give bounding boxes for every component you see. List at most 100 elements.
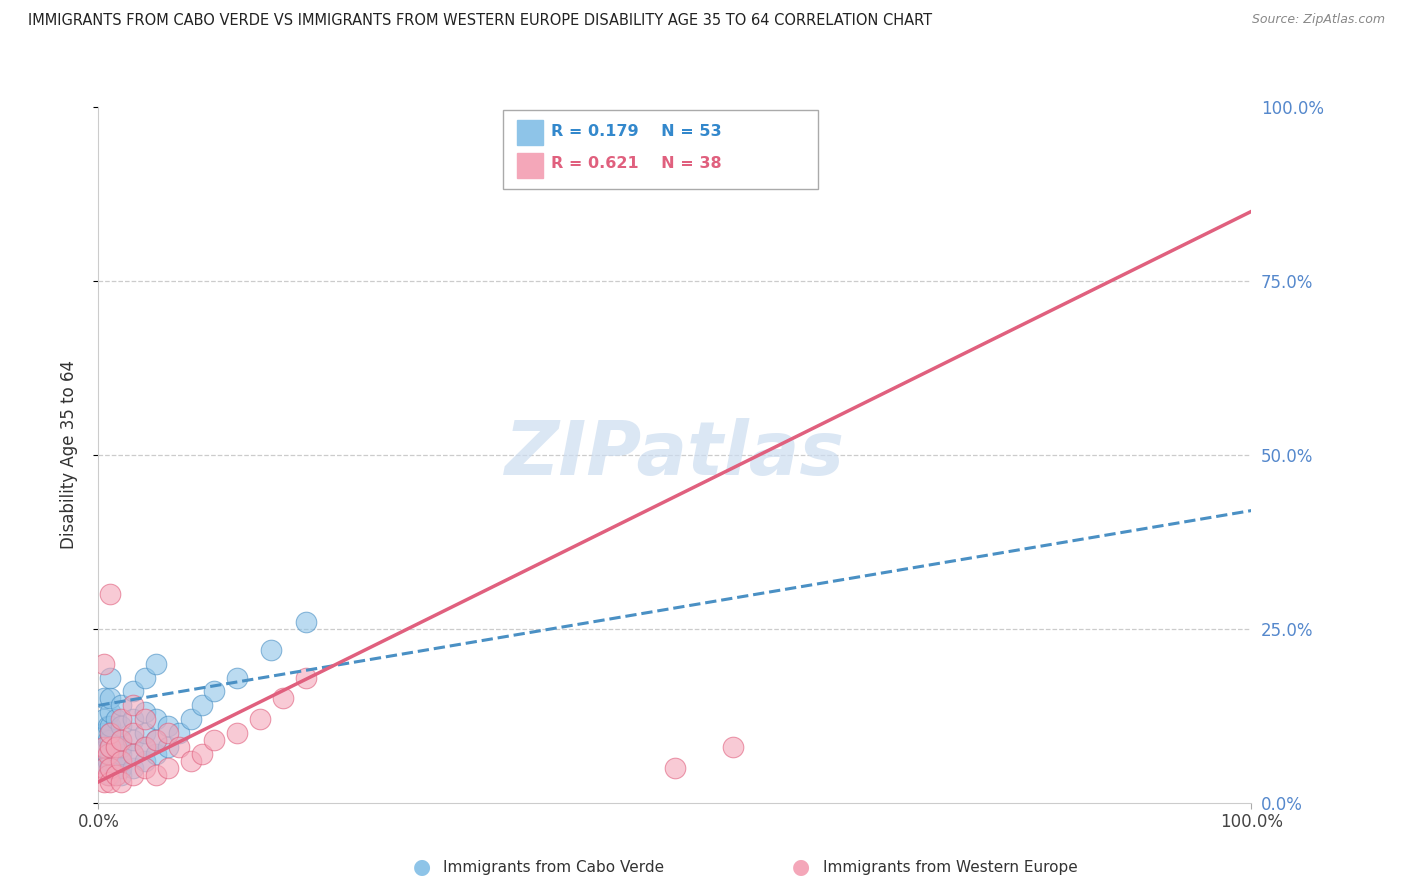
Point	[202, 684, 225, 698]
Point	[93, 726, 115, 740]
Point	[122, 761, 145, 775]
Point	[271, 691, 294, 706]
Point	[122, 747, 145, 761]
Point	[145, 768, 167, 782]
Point	[98, 747, 121, 761]
Point	[167, 726, 190, 740]
Point	[122, 712, 145, 726]
Point	[202, 733, 225, 747]
Point	[104, 761, 127, 775]
Point	[134, 706, 156, 720]
Point	[134, 761, 156, 775]
Point	[180, 754, 202, 768]
Point	[134, 671, 156, 685]
Text: ZIPatlas: ZIPatlas	[505, 418, 845, 491]
Y-axis label: Disability Age 35 to 64: Disability Age 35 to 64	[59, 360, 77, 549]
Point	[122, 747, 145, 761]
Point	[98, 587, 121, 601]
Point	[98, 726, 121, 740]
Point	[98, 761, 121, 775]
Point	[110, 775, 132, 789]
Point	[97, 747, 120, 761]
Point	[93, 761, 115, 775]
Text: Source: ZipAtlas.com: Source: ZipAtlas.com	[1251, 13, 1385, 27]
Point	[104, 740, 127, 755]
Point	[93, 740, 115, 755]
Point	[110, 698, 132, 713]
Text: R = 0.621    N = 38: R = 0.621 N = 38	[551, 156, 721, 170]
Point	[156, 726, 179, 740]
Point	[93, 775, 115, 789]
Point	[97, 768, 120, 782]
Point	[134, 712, 156, 726]
Point	[122, 726, 145, 740]
Point	[134, 726, 156, 740]
Text: Immigrants from Cabo Verde: Immigrants from Cabo Verde	[443, 860, 664, 874]
Point	[134, 754, 156, 768]
Point	[145, 712, 167, 726]
Point	[98, 733, 121, 747]
Point	[145, 747, 167, 761]
Point	[104, 740, 127, 755]
Text: ●: ●	[793, 857, 810, 877]
Point	[110, 719, 132, 733]
Point	[98, 691, 121, 706]
Point	[191, 698, 214, 713]
Point	[110, 768, 132, 782]
Point	[98, 740, 121, 755]
Point	[93, 712, 115, 726]
Point	[110, 740, 132, 755]
Point	[104, 768, 127, 782]
Point	[97, 733, 120, 747]
Point	[93, 691, 115, 706]
Point	[225, 726, 247, 740]
Point	[93, 657, 115, 671]
Point	[98, 706, 121, 720]
Point	[249, 712, 271, 726]
Point	[110, 754, 132, 768]
Point	[98, 740, 121, 755]
Point	[93, 740, 115, 755]
Point	[110, 733, 132, 747]
Point	[98, 768, 121, 782]
Point	[145, 733, 167, 747]
Point	[156, 719, 179, 733]
Point	[122, 684, 145, 698]
Point	[104, 712, 127, 726]
Point	[110, 747, 132, 761]
Point	[97, 754, 120, 768]
Point	[110, 712, 132, 726]
Point	[110, 733, 132, 747]
Point	[225, 671, 247, 685]
Point	[110, 754, 132, 768]
Point	[156, 740, 179, 755]
Point	[98, 671, 121, 685]
Text: IMMIGRANTS FROM CABO VERDE VS IMMIGRANTS FROM WESTERN EUROPE DISABILITY AGE 35 T: IMMIGRANTS FROM CABO VERDE VS IMMIGRANTS…	[28, 13, 932, 29]
Point	[191, 747, 214, 761]
Point	[122, 768, 145, 782]
Point	[122, 733, 145, 747]
Point	[98, 775, 121, 789]
Text: Immigrants from Western Europe: Immigrants from Western Europe	[823, 860, 1077, 874]
Point	[98, 726, 121, 740]
Point	[664, 761, 686, 775]
Point	[134, 740, 156, 755]
Point	[110, 761, 132, 775]
Point	[156, 761, 179, 775]
Point	[721, 740, 744, 755]
Text: ●: ●	[413, 857, 430, 877]
Text: R = 0.179    N = 53: R = 0.179 N = 53	[551, 124, 721, 138]
Point	[98, 719, 121, 733]
Point	[145, 733, 167, 747]
Point	[145, 657, 167, 671]
Point	[97, 719, 120, 733]
Point	[134, 740, 156, 755]
Point	[98, 754, 121, 768]
Point	[180, 712, 202, 726]
Point	[295, 615, 318, 629]
Point	[295, 671, 318, 685]
Point	[122, 698, 145, 713]
Point	[260, 642, 283, 657]
Point	[167, 740, 190, 755]
Point	[98, 761, 121, 775]
